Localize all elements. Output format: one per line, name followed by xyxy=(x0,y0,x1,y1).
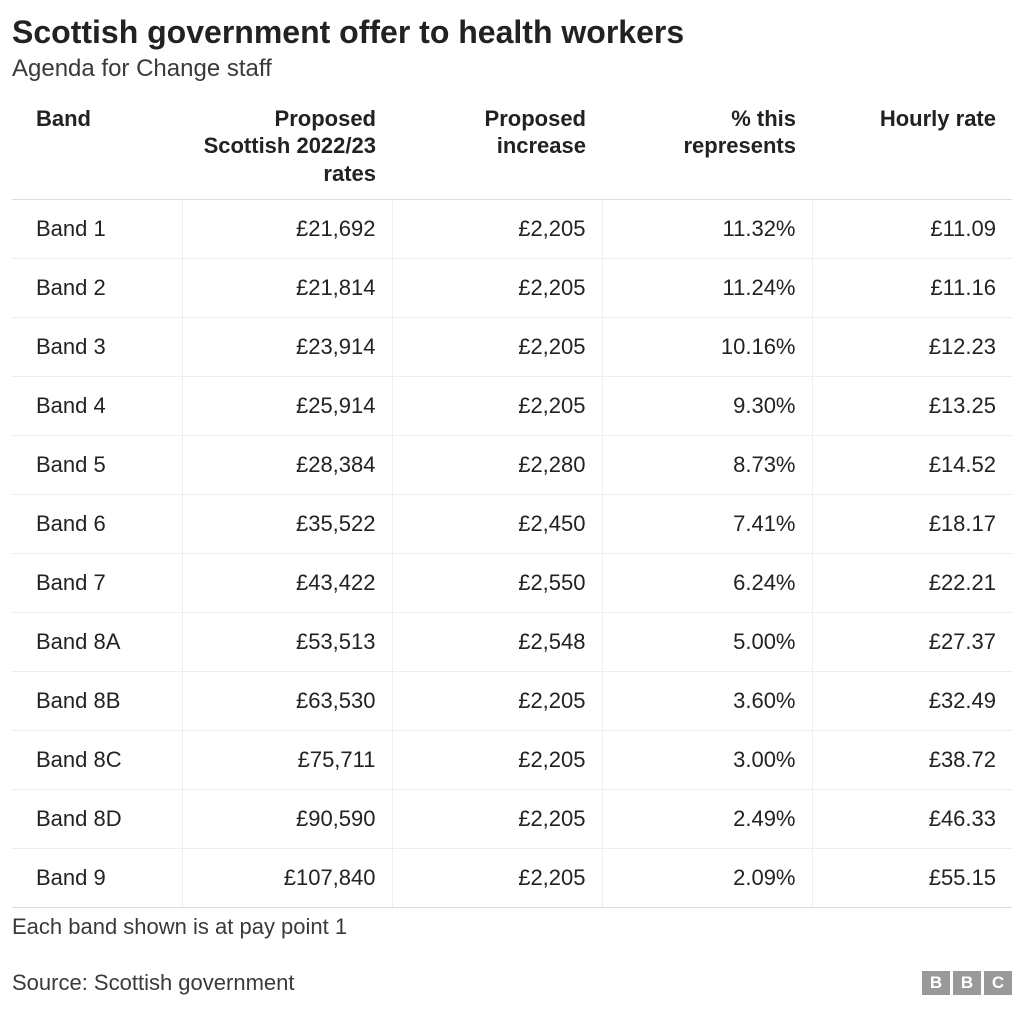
table-row: Band 3£23,914£2,20510.16%£12.23 xyxy=(12,318,1012,377)
table-cell: 2.49% xyxy=(602,790,812,849)
table-cell: £2,205 xyxy=(392,790,602,849)
table-cell: £2,548 xyxy=(392,613,602,672)
table-cell: 5.00% xyxy=(602,613,812,672)
table-cell: 3.00% xyxy=(602,731,812,790)
table-row: Band 2£21,814£2,20511.24%£11.16 xyxy=(12,259,1012,318)
table-cell: 7.41% xyxy=(602,495,812,554)
table-footnote: Each band shown is at pay point 1 xyxy=(12,914,1012,940)
table-cell: £43,422 xyxy=(182,554,392,613)
table-cell: £38.72 xyxy=(812,731,1012,790)
page-title: Scottish government offer to health work… xyxy=(12,14,1012,51)
table-cell: £2,205 xyxy=(392,672,602,731)
table-cell: £2,205 xyxy=(392,731,602,790)
table-row: Band 9£107,840£2,2052.09%£55.15 xyxy=(12,849,1012,908)
table-cell: £14.52 xyxy=(812,436,1012,495)
table-cell: Band 5 xyxy=(12,436,182,495)
table-cell: £13.25 xyxy=(812,377,1012,436)
table-cell: £18.17 xyxy=(812,495,1012,554)
table-cell: Band 8B xyxy=(12,672,182,731)
table-cell: Band 8A xyxy=(12,613,182,672)
bbc-logo-box: B xyxy=(922,971,950,995)
table-cell: £2,205 xyxy=(392,318,602,377)
page-subtitle: Agenda for Change staff xyxy=(12,55,1012,83)
table-cell: £2,280 xyxy=(392,436,602,495)
table-row: Band 8B£63,530£2,2053.60%£32.49 xyxy=(12,672,1012,731)
table-row: Band 1£21,692£2,20511.32%£11.09 xyxy=(12,200,1012,259)
table-cell: £90,590 xyxy=(182,790,392,849)
table-cell: Band 9 xyxy=(12,849,182,908)
table-cell: 11.32% xyxy=(602,200,812,259)
table-cell: Band 6 xyxy=(12,495,182,554)
table-cell: Band 1 xyxy=(12,200,182,259)
table-cell: £55.15 xyxy=(812,849,1012,908)
table-row: Band 8D£90,590£2,2052.49%£46.33 xyxy=(12,790,1012,849)
pay-table: Band Proposed Scottish 2022/23 rates Pro… xyxy=(12,93,1012,909)
table-cell: £23,914 xyxy=(182,318,392,377)
table-row: Band 4£25,914£2,2059.30%£13.25 xyxy=(12,377,1012,436)
table-cell: £11.16 xyxy=(812,259,1012,318)
table-cell: £75,711 xyxy=(182,731,392,790)
table-cell: £2,205 xyxy=(392,849,602,908)
bbc-logo-box: C xyxy=(984,971,1012,995)
table-cell: 3.60% xyxy=(602,672,812,731)
table-cell: 10.16% xyxy=(602,318,812,377)
table-cell: 6.24% xyxy=(602,554,812,613)
table-cell: £22.21 xyxy=(812,554,1012,613)
col-header-hourly: Hourly rate xyxy=(812,93,1012,200)
table-cell: £21,692 xyxy=(182,200,392,259)
table-cell: Band 2 xyxy=(12,259,182,318)
table-cell: £12.23 xyxy=(812,318,1012,377)
table-cell: £2,205 xyxy=(392,200,602,259)
table-row: Band 8C£75,711£2,2053.00%£38.72 xyxy=(12,731,1012,790)
table-cell: £2,205 xyxy=(392,377,602,436)
table-row: Band 5£28,384£2,2808.73%£14.52 xyxy=(12,436,1012,495)
table-cell: 9.30% xyxy=(602,377,812,436)
table-cell: Band 8C xyxy=(12,731,182,790)
table-header-row: Band Proposed Scottish 2022/23 rates Pro… xyxy=(12,93,1012,200)
table-cell: Band 7 xyxy=(12,554,182,613)
col-header-rates: Proposed Scottish 2022/23 rates xyxy=(182,93,392,200)
table-cell: £32.49 xyxy=(812,672,1012,731)
table-cell: £25,914 xyxy=(182,377,392,436)
table-cell: Band 8D xyxy=(12,790,182,849)
table-cell: 11.24% xyxy=(602,259,812,318)
table-cell: £107,840 xyxy=(182,849,392,908)
table-cell: £35,522 xyxy=(182,495,392,554)
table-cell: £27.37 xyxy=(812,613,1012,672)
table-cell: Band 3 xyxy=(12,318,182,377)
bbc-logo-box: B xyxy=(953,971,981,995)
table-cell: 8.73% xyxy=(602,436,812,495)
table-cell: £2,205 xyxy=(392,259,602,318)
bbc-logo: B B C xyxy=(922,971,1012,995)
table-cell: £63,530 xyxy=(182,672,392,731)
table-cell: £2,550 xyxy=(392,554,602,613)
source-text: Source: Scottish government xyxy=(12,970,294,996)
table-row: Band 6£35,522£2,4507.41%£18.17 xyxy=(12,495,1012,554)
table-cell: £21,814 xyxy=(182,259,392,318)
table-cell: £53,513 xyxy=(182,613,392,672)
table-row: Band 7£43,422£2,5506.24%£22.21 xyxy=(12,554,1012,613)
table-cell: £2,450 xyxy=(392,495,602,554)
table-cell: £46.33 xyxy=(812,790,1012,849)
table-cell: £28,384 xyxy=(182,436,392,495)
table-cell: Band 4 xyxy=(12,377,182,436)
col-header-percent: % this represents xyxy=(602,93,812,200)
table-cell: 2.09% xyxy=(602,849,812,908)
table-cell: £11.09 xyxy=(812,200,1012,259)
col-header-band: Band xyxy=(12,93,182,200)
col-header-increase: Proposed increase xyxy=(392,93,602,200)
table-row: Band 8A£53,513£2,5485.00%£27.37 xyxy=(12,613,1012,672)
